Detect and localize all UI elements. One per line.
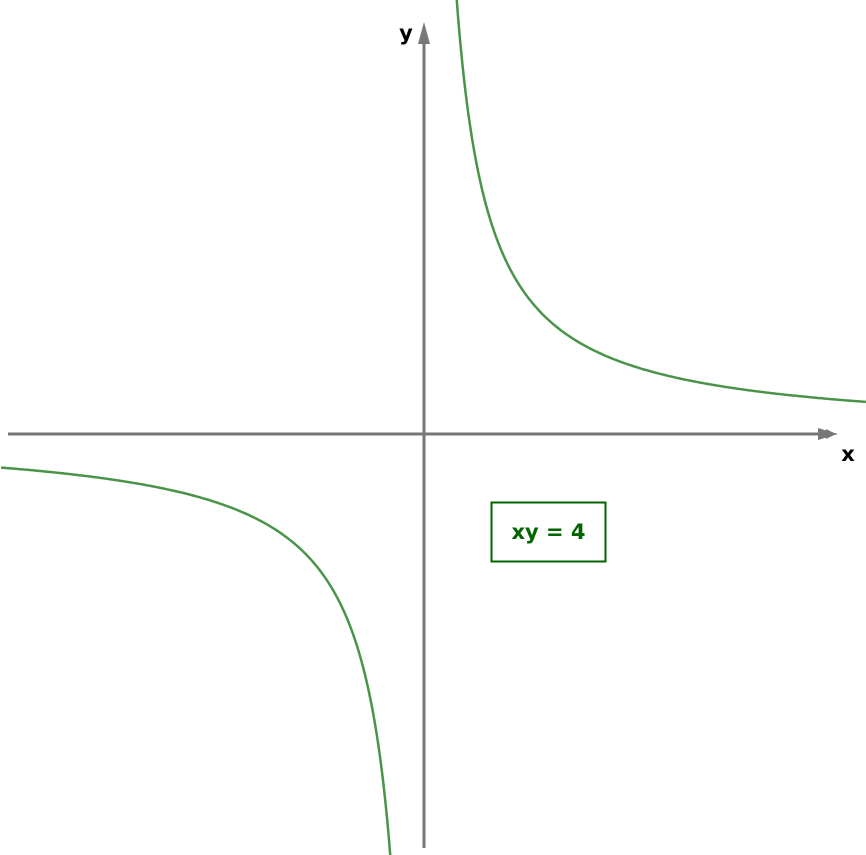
curve-branch (455, 0, 866, 404)
y-axis-label: y (399, 21, 413, 45)
equation-box (490, 501, 607, 563)
x-axis-label: x (841, 442, 855, 466)
y-axis-arrow (418, 22, 430, 44)
curve-branch (0, 466, 392, 855)
equation-label: xy = 4 (511, 520, 585, 544)
x-axis-arrow (818, 428, 838, 440)
